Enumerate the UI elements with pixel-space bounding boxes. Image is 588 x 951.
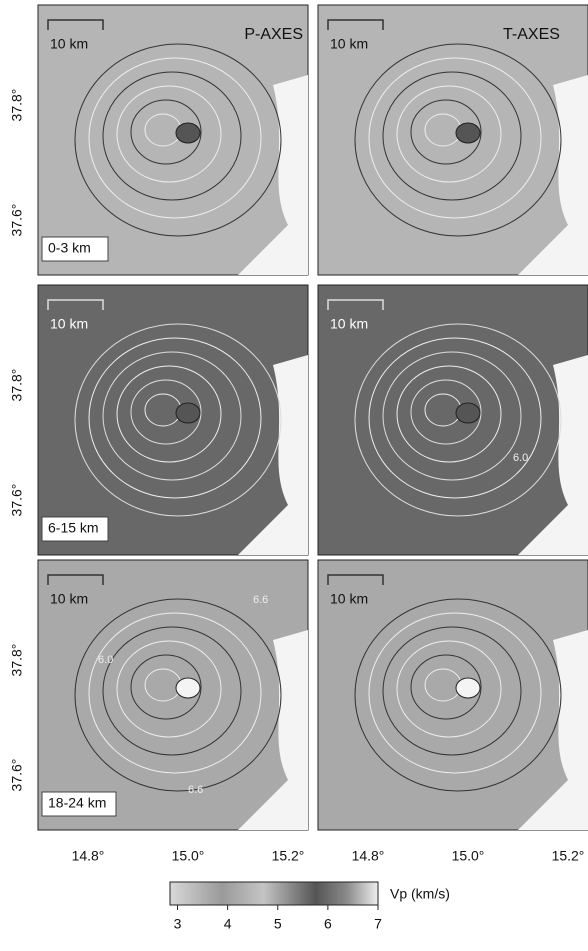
colorbar (170, 882, 378, 905)
latitude-label: 37.6° (9, 204, 25, 237)
anomaly (456, 678, 480, 698)
anomaly (176, 123, 200, 143)
longitude-label: 14.8° (352, 848, 385, 864)
column-title: T-AXES (503, 26, 560, 43)
scale-label: 10 km (330, 36, 368, 52)
depth-label: 6-15 km (48, 520, 99, 536)
colorbar-tick-label: 4 (224, 916, 232, 932)
colorbar-tick-label: 5 (274, 916, 282, 932)
figure: 10 km P-AXES 0-3 km 10 km T-AXES 37.8° 37.6° 10… (0, 0, 588, 951)
latitude-label: 37.8° (9, 89, 25, 122)
map-panel: 10 km P-AXES 0-3 km (38, 5, 308, 275)
scale-label: 10 km (330, 591, 368, 607)
depth-label: 0-3 km (48, 240, 91, 256)
depth-label: 18-24 km (48, 795, 106, 811)
colorbar-tick-label: 6 (324, 916, 332, 932)
scale-label: 10 km (50, 316, 88, 332)
map-panel: 10 km (318, 560, 588, 830)
anomaly (456, 123, 480, 143)
colorbar-label: Vp (km/s) (390, 886, 450, 902)
map-panel: 10 km T-AXES (318, 5, 588, 275)
longitude-label: 15.2° (272, 848, 305, 864)
latitude-label: 37.8° (9, 644, 25, 677)
contour-label: 6.0 (98, 654, 113, 666)
latitude-label: 37.8° (9, 369, 25, 402)
longitude-label: 15.0° (452, 848, 485, 864)
colorbar-tick-label: 7 (374, 916, 382, 932)
latitude-label: 37.6° (9, 484, 25, 517)
scale-label: 10 km (50, 591, 88, 607)
latitude-label: 37.6° (9, 759, 25, 792)
scale-label: 10 km (330, 316, 368, 332)
column-title: P-AXES (244, 26, 303, 43)
anomaly (176, 678, 200, 698)
map-panel: 10 km 6-15 km (38, 285, 308, 555)
contour-label: 6.0 (513, 452, 528, 464)
map-panel: 10 km (318, 285, 588, 555)
longitude-label: 15.2° (552, 848, 585, 864)
anomaly (176, 403, 200, 423)
anomaly (456, 403, 480, 423)
contour-label: 6.6 (253, 594, 268, 606)
longitude-label: 15.0° (172, 848, 205, 864)
scale-label: 10 km (50, 36, 88, 52)
colorbar-tick-label: 3 (174, 916, 182, 932)
longitude-label: 14.8° (72, 848, 105, 864)
contour-label: 6.6 (188, 784, 203, 796)
